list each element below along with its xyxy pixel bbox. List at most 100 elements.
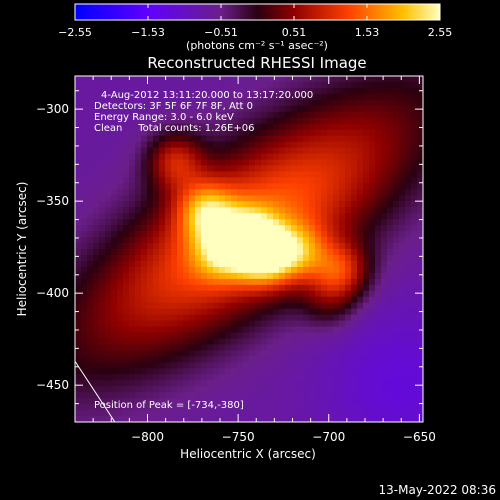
heatmap-cell — [225, 76, 232, 83]
heatmap-cell — [225, 314, 232, 322]
heatmap-cell — [141, 225, 148, 232]
heatmap-cell — [417, 320, 423, 328]
heatmap-cell — [387, 272, 394, 280]
heatmap-cell — [165, 201, 172, 208]
heatmap-cell — [159, 189, 166, 196]
heatmap-cell — [237, 135, 244, 143]
heatmap-cell — [141, 254, 148, 262]
heatmap-cell — [255, 290, 262, 298]
heatmap-cell — [165, 249, 172, 256]
heatmap-cell — [291, 326, 298, 334]
heatmap-cell — [129, 302, 136, 310]
heatmap-cell — [87, 219, 94, 226]
heatmap-cell — [99, 266, 106, 274]
heatmap-cell — [75, 350, 82, 357]
heatmap-cell — [159, 231, 166, 238]
heatmap-cell — [267, 219, 274, 226]
heatmap-cell — [279, 392, 286, 399]
heatmap-cell — [345, 117, 352, 125]
heatmap-cell — [363, 141, 370, 149]
heatmap-cell — [315, 344, 322, 352]
heatmap-cell — [417, 344, 423, 352]
heatmap-cell — [339, 374, 346, 381]
heatmap-cell — [255, 225, 262, 232]
heatmap-cell — [303, 99, 310, 107]
heatmap-cell — [291, 356, 298, 363]
heatmap-cell — [153, 296, 160, 304]
heatmap-cell — [75, 111, 82, 119]
heatmap-cell — [273, 147, 280, 155]
heatmap-cell — [165, 105, 172, 113]
heatmap-cell — [201, 344, 208, 352]
heatmap-cell — [399, 76, 406, 83]
heatmap-cell — [411, 356, 418, 363]
heatmap-cell — [249, 177, 256, 184]
heatmap-cell — [129, 344, 136, 352]
heatmap-cell — [123, 135, 130, 143]
heatmap-cell — [297, 207, 304, 214]
heatmap-cell — [219, 266, 226, 274]
heatmap-cell — [207, 296, 214, 304]
heatmap-cell — [93, 76, 100, 83]
heatmap-cell — [273, 410, 280, 417]
heatmap-cell — [285, 272, 292, 280]
heatmap-cell — [135, 249, 142, 256]
heatmap-cell — [201, 135, 208, 143]
heatmap-cell — [75, 135, 82, 143]
heatmap-cell — [213, 141, 220, 149]
heatmap-cell — [237, 326, 244, 334]
heatmap-cell — [249, 129, 256, 137]
heatmap-cell — [315, 183, 322, 190]
heatmap-cell — [201, 141, 208, 149]
heatmap-cell — [153, 135, 160, 143]
heatmap-cell — [345, 290, 352, 298]
heatmap-cell — [213, 165, 220, 173]
heatmap-cell — [249, 87, 256, 95]
heatmap-cell — [381, 362, 388, 369]
heatmap-cell — [219, 260, 226, 268]
heatmap-cell — [267, 135, 274, 143]
heatmap-cell — [285, 392, 292, 399]
heatmap-cell — [249, 117, 256, 125]
heatmap-cell — [405, 398, 412, 405]
heatmap-cell — [273, 249, 280, 256]
heatmap-cell — [285, 410, 292, 417]
heatmap-cell — [147, 111, 154, 119]
heatmap-cell — [165, 183, 172, 190]
heatmap-cell — [207, 266, 214, 274]
heatmap-cell — [129, 111, 136, 119]
heatmap-cell — [141, 147, 148, 155]
heatmap-cell — [189, 254, 196, 262]
heatmap-cell — [369, 254, 376, 262]
heatmap-cell — [303, 153, 310, 161]
heatmap-cell — [213, 135, 220, 143]
heatmap-cell — [285, 213, 292, 220]
heatmap-cell — [333, 219, 340, 226]
heatmap-cell — [129, 320, 136, 328]
heatmap-cell — [117, 386, 124, 393]
heatmap-cell — [87, 386, 94, 393]
heatmap-cell — [333, 135, 340, 143]
heatmap-cell — [231, 344, 238, 352]
heatmap-cell — [381, 356, 388, 363]
heatmap-cell — [321, 87, 328, 95]
heatmap-cell — [327, 225, 334, 232]
heatmap-cell — [303, 338, 310, 346]
heatmap-cell — [117, 189, 124, 196]
heatmap-cell — [279, 338, 286, 346]
heatmap-cell — [303, 105, 310, 113]
heatmap-cell — [93, 243, 100, 250]
heatmap-cell — [213, 231, 220, 238]
heatmap-cell — [411, 219, 418, 226]
heatmap-cell — [129, 278, 136, 286]
heatmap-cell — [93, 260, 100, 268]
heatmap-cell — [135, 254, 142, 262]
heatmap-cell — [369, 117, 376, 125]
heatmap-cell — [411, 380, 418, 387]
heatmap-cell — [117, 416, 124, 422]
heatmap-cell — [285, 177, 292, 184]
heatmap-cell — [75, 207, 82, 214]
heatmap-cell — [267, 231, 274, 238]
heatmap-cell — [135, 183, 142, 190]
heatmap-cell — [327, 266, 334, 274]
